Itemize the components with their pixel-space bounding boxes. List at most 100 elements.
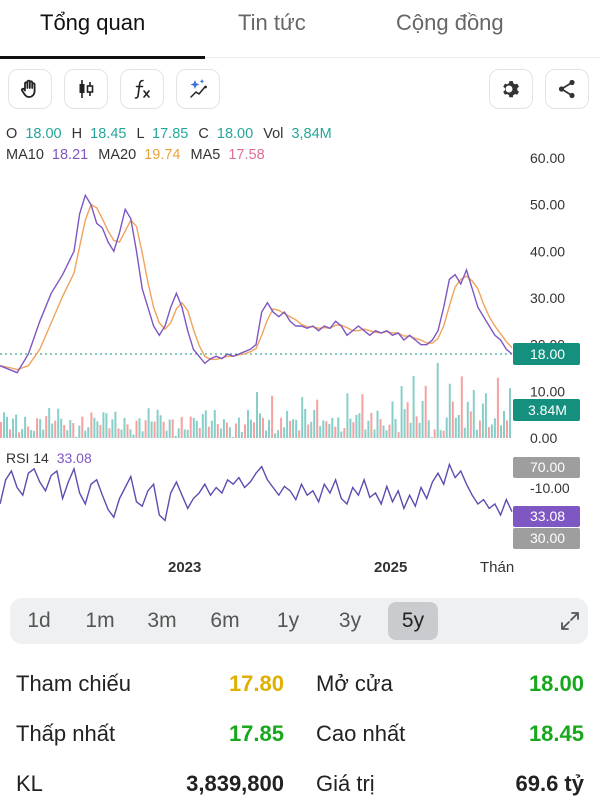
volume-bar [36,418,39,438]
volume-bar [364,429,367,438]
low-price-value: 17.85 [228,721,284,746]
volume-bar [48,408,51,438]
rsi-tick-badge [513,528,580,549]
low-label: L [136,126,144,142]
volume-bar [427,420,430,438]
volume-bar [159,415,162,438]
volume-bar [436,362,439,438]
settings-button[interactable] [489,69,533,109]
volume-bar [207,426,210,438]
period-3m-button[interactable]: 3m [147,609,177,632]
price-tick-label: 40.00 [530,243,565,259]
function-icon [134,79,150,99]
rsi-axis: 70.00 -10.00 33.08 30.00 [513,457,580,549]
volume-bar [84,430,87,438]
volume-bar [240,432,243,438]
volume-bar [186,429,189,438]
volume-bar [316,399,319,438]
volume-bar [213,410,216,438]
volume-bar [496,377,499,438]
volume-bar [319,426,322,438]
chart-type-button[interactable] [64,69,108,109]
volume-bar [490,424,493,438]
volume-bar [63,425,66,438]
rsi-readout: RSI 14 33.08 [6,450,92,466]
trade-value-value: 69.6 tỷ [515,771,585,796]
volume-bar [259,413,261,438]
volume-bar [39,419,42,438]
tab-overview[interactable]: Tổng quan [40,10,146,35]
volume-bar [469,411,472,438]
ref-price-value: 17.80 [228,671,284,696]
volume-bar [102,412,105,438]
volume-bar [69,420,72,438]
price-tick-label: 0.00 [530,430,557,446]
expand-icon[interactable] [558,609,582,633]
rsi-tick-label: 30.00 [530,530,565,546]
period-selector: 1d 1m 3m 6m 1y 3y 5y [10,598,588,644]
volume-bar [460,376,463,438]
volume-bar [105,413,108,438]
period-5y-button[interactable]: 5y [388,602,438,640]
candlestick-icon [79,80,94,98]
price-tick-label: 10.00 [530,383,565,399]
volume-bar [343,428,346,438]
last-volume-badge-text: 3.84M [528,402,567,418]
indicators-button[interactable] [120,69,164,109]
volume-bar [376,410,379,438]
volume-bar [51,423,54,438]
volume-bar [247,410,249,438]
volume-bar [307,424,310,438]
volume-bar [379,419,382,438]
volume-bar [57,408,60,438]
volume-bar [6,416,8,438]
ma5-label: MA5 [191,147,221,163]
volume-bar [183,429,186,438]
volume-bar [165,430,168,438]
rsi-tick-label: -10.00 [530,480,570,496]
volume-bar [445,417,448,438]
tab-news[interactable]: Tin tức [238,10,306,35]
volume-bar [237,417,240,438]
hand-tool-button[interactable] [8,69,52,109]
volume-bar [301,397,304,438]
volume-bar [33,430,36,438]
volume-bar [509,388,511,438]
volume-bar [262,417,264,438]
period-1y-button[interactable]: 1y [276,609,300,632]
price-chart[interactable]: O 18.00 H 18.45 L 17.85 C 18.00 Vol 3,84… [0,118,600,588]
volume-bar [90,412,93,438]
tab-community[interactable]: Cộng đồng [396,10,504,35]
volume-bar [201,414,204,438]
volume-bar [277,430,280,438]
volume-bar [355,414,358,438]
close-label: C [198,126,208,142]
period-6m-button[interactable]: 6m [210,609,240,632]
trade-value-label: Giá trị [316,771,375,796]
chart-toolbar [0,62,600,117]
rsi-label: RSI 14 [6,450,49,466]
volume-bar [388,424,391,438]
volume-bar [234,423,237,438]
volume-bar [340,431,343,438]
volume-bar [256,392,258,438]
volume-bar [424,385,427,438]
share-button[interactable] [545,69,589,109]
volume-bar [503,411,505,438]
period-1d-button[interactable]: 1d [27,609,51,632]
volume-bar [78,425,81,438]
volume-bar [231,437,234,438]
open-price-value: 18.00 [528,671,584,696]
period-3y-button[interactable]: 3y [338,609,362,632]
volume-bar [487,427,490,438]
drawing-tools-button[interactable] [176,69,220,109]
volume-bar [81,416,84,438]
volume-bar [204,410,207,438]
time-axis: 2023 2025 Thán [168,559,514,576]
volume-bar [304,409,307,438]
volume-bar [409,422,412,438]
ma5-value: 17.58 [228,147,264,163]
high-price-label: Cao nhất [316,721,406,746]
volume-bar [253,422,255,438]
period-1m-button[interactable]: 1m [85,609,115,632]
